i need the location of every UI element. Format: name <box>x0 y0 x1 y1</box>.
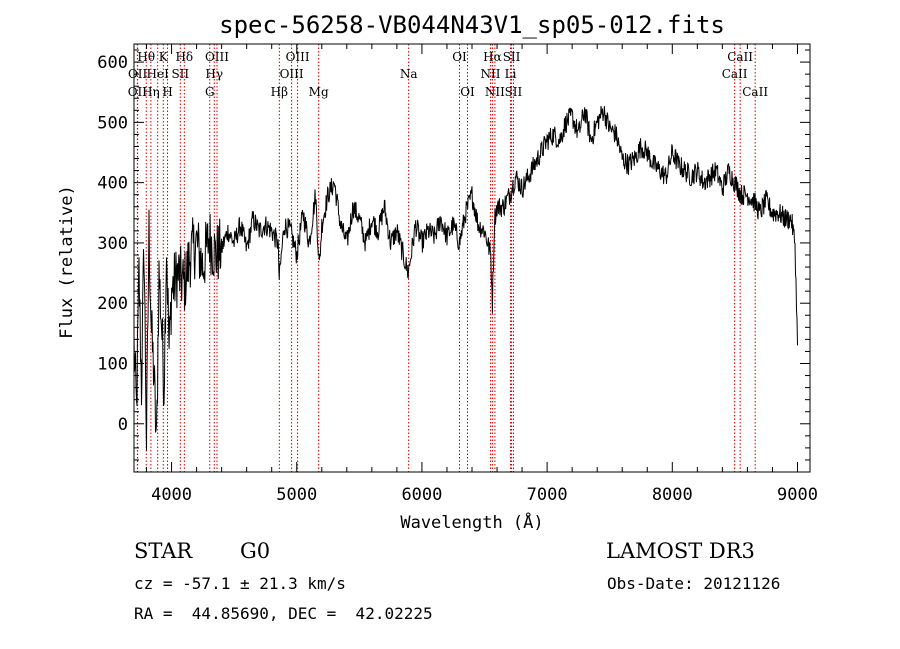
marker-label-25: CaII <box>722 67 748 81</box>
marker-label-22: Li <box>505 67 517 81</box>
marker-label-15: Mg <box>309 85 329 99</box>
marker-label-6: H <box>162 85 172 99</box>
marker-label-27: CaII <box>742 85 768 99</box>
marker-label-18: OI <box>460 85 475 99</box>
marker-label-21: NII <box>485 85 505 99</box>
x-tick-label-3: 7000 <box>527 485 568 505</box>
x-tick-label-0: 4000 <box>151 485 192 505</box>
object-class: STAR <box>134 539 193 563</box>
marker-label-5: K <box>159 50 169 64</box>
marker-label-11: OIII <box>205 50 229 64</box>
y-axis-label: Flux (relative) <box>57 185 77 339</box>
emission-line-labels: OIIOIIHθHηHeIKHSIIHδGHγOIIIHβOIIIOIIIMgN… <box>128 50 769 99</box>
marker-label-7: SII <box>171 67 189 81</box>
x-axis-label: Wavelength (Å) <box>400 511 543 533</box>
marker-label-4: HeI <box>147 67 170 81</box>
marker-label-8: Hδ <box>175 50 193 64</box>
marker-label-10: Hγ <box>205 67 223 81</box>
survey-name: LAMOST DR3 <box>606 539 755 563</box>
marker-label-3: Hη <box>142 85 160 99</box>
y-tick-label-4: 400 <box>97 174 128 194</box>
y-tick-label-6: 600 <box>97 53 128 73</box>
x-tick-label-2: 6000 <box>401 485 442 505</box>
marker-label-12: Hβ <box>271 85 288 99</box>
marker-label-13: OIII <box>280 67 304 81</box>
emission-line-markers <box>136 44 756 472</box>
y-tick-labels: 0 100 200 300 400 500 600 <box>97 53 128 435</box>
y-tick-label-0: 0 <box>118 415 128 435</box>
x-tick-label-1: 5000 <box>276 485 317 505</box>
spectrum-line <box>133 105 798 451</box>
y-tick-label-3: 300 <box>97 234 128 254</box>
plot-frame <box>133 43 811 473</box>
obs-date: Obs-Date: 20121126 <box>607 574 781 593</box>
marker-label-24: SII <box>505 85 523 99</box>
axis-ticks <box>134 44 810 472</box>
chart-title: spec-56258-VB044N43V1_sp05-012.fits <box>219 11 725 39</box>
y-tick-label-2: 200 <box>97 294 128 314</box>
marker-label-0: OII <box>128 85 148 99</box>
redshift-text: cz = -57.1 ± 21.3 km/s <box>134 574 346 593</box>
x-tick-label-4: 8000 <box>652 485 693 505</box>
marker-label-26: CaII <box>727 50 753 64</box>
x-tick-labels: 4000 5000 6000 7000 8000 9000 <box>151 485 818 505</box>
marker-label-14: OIII <box>286 50 310 64</box>
marker-label-19: NII <box>481 67 501 81</box>
marker-label-9: G <box>205 85 215 99</box>
coordinates: RA = 44.85690, DEC = 42.02225 <box>134 604 433 623</box>
marker-label-23: SII <box>503 50 521 64</box>
x-tick-label-5: 9000 <box>777 485 818 505</box>
object-subclass: G0 <box>240 539 271 563</box>
marker-label-2: Hθ <box>137 50 155 64</box>
marker-label-20: Hα <box>483 50 502 64</box>
y-tick-label-1: 100 <box>97 354 128 374</box>
y-tick-label-5: 500 <box>97 113 128 133</box>
marker-label-17: OI <box>452 50 467 64</box>
marker-label-16: Na <box>400 67 418 81</box>
